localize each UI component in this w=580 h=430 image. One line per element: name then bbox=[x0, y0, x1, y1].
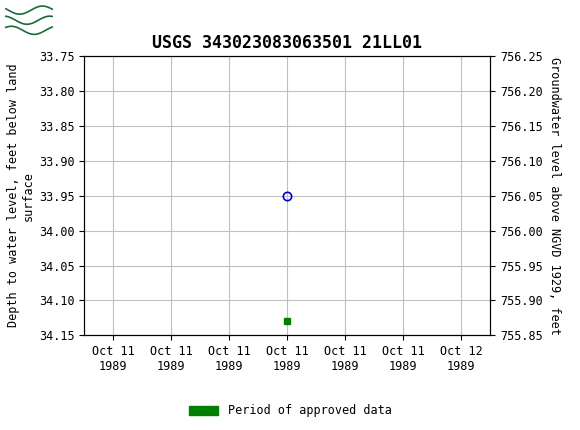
Legend: Period of approved data: Period of approved data bbox=[184, 399, 396, 422]
Y-axis label: Groundwater level above NGVD 1929, feet: Groundwater level above NGVD 1929, feet bbox=[548, 57, 561, 335]
Y-axis label: Depth to water level, feet below land
surface: Depth to water level, feet below land su… bbox=[6, 64, 35, 328]
Title: USGS 343023083063501 21LL01: USGS 343023083063501 21LL01 bbox=[152, 34, 422, 52]
Bar bbox=[3, 3, 93, 37]
Text: USGS: USGS bbox=[58, 10, 122, 30]
